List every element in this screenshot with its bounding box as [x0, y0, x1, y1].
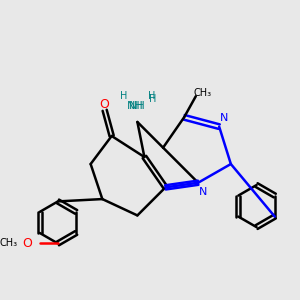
Text: CH₃: CH₃	[0, 238, 18, 248]
Text: NH: NH	[129, 100, 146, 111]
Text: N: N	[199, 187, 207, 197]
Text: O: O	[100, 98, 110, 111]
Text: N: N	[220, 113, 228, 123]
Text: H: H	[120, 91, 127, 101]
Text: CH₃: CH₃	[194, 88, 212, 98]
Text: O: O	[22, 237, 32, 250]
Text: NH: NH	[127, 100, 143, 111]
Text: H: H	[148, 94, 156, 103]
Text: H: H	[148, 91, 155, 101]
